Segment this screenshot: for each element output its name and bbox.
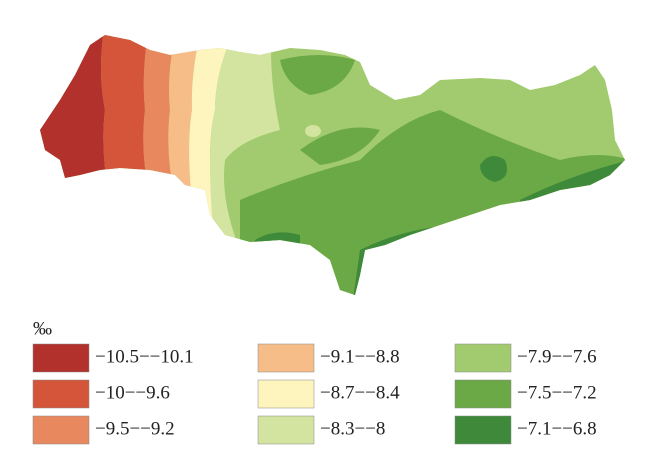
legend: −10.5−−10.1 −10−−9.6 −9.5−−9.2 −9.1−−8.8 −8.…: [32, 343, 597, 445]
legend-swatch: [454, 415, 512, 445]
zone: [101, 35, 155, 200]
zone: [210, 35, 280, 250]
legend-title: ‰: [33, 318, 52, 339]
zone: [40, 35, 110, 200]
legend-label: −8.7−−8.4: [320, 382, 400, 403]
legend-swatch: [257, 379, 315, 409]
legend-swatch: [454, 343, 512, 373]
legend-swatch: [257, 415, 315, 445]
legend-label: −7.5−−7.2: [517, 382, 597, 403]
map-zones: [40, 35, 625, 295]
zone: [189, 35, 250, 230]
legend-swatch: [257, 343, 315, 373]
legend-label: −7.9−−7.6: [517, 346, 597, 367]
legend-swatch: [32, 415, 90, 445]
zone: [280, 55, 355, 95]
legend-label: −10−−9.6: [95, 382, 170, 403]
zone: [300, 127, 380, 165]
legend-label: −9.5−−9.2: [95, 418, 175, 439]
legend-label: −10.5−−10.1: [95, 346, 194, 367]
zone: [305, 125, 321, 137]
legend-label: −9.1−−8.8: [320, 346, 400, 367]
legend-swatch: [32, 343, 90, 373]
legend-swatch: [454, 379, 512, 409]
zone: [250, 232, 300, 295]
legend-swatch: [32, 379, 90, 409]
legend-label: −8.3−−8: [320, 418, 385, 439]
zone: [480, 156, 508, 182]
legend-label: −7.1−−6.8: [517, 418, 597, 439]
